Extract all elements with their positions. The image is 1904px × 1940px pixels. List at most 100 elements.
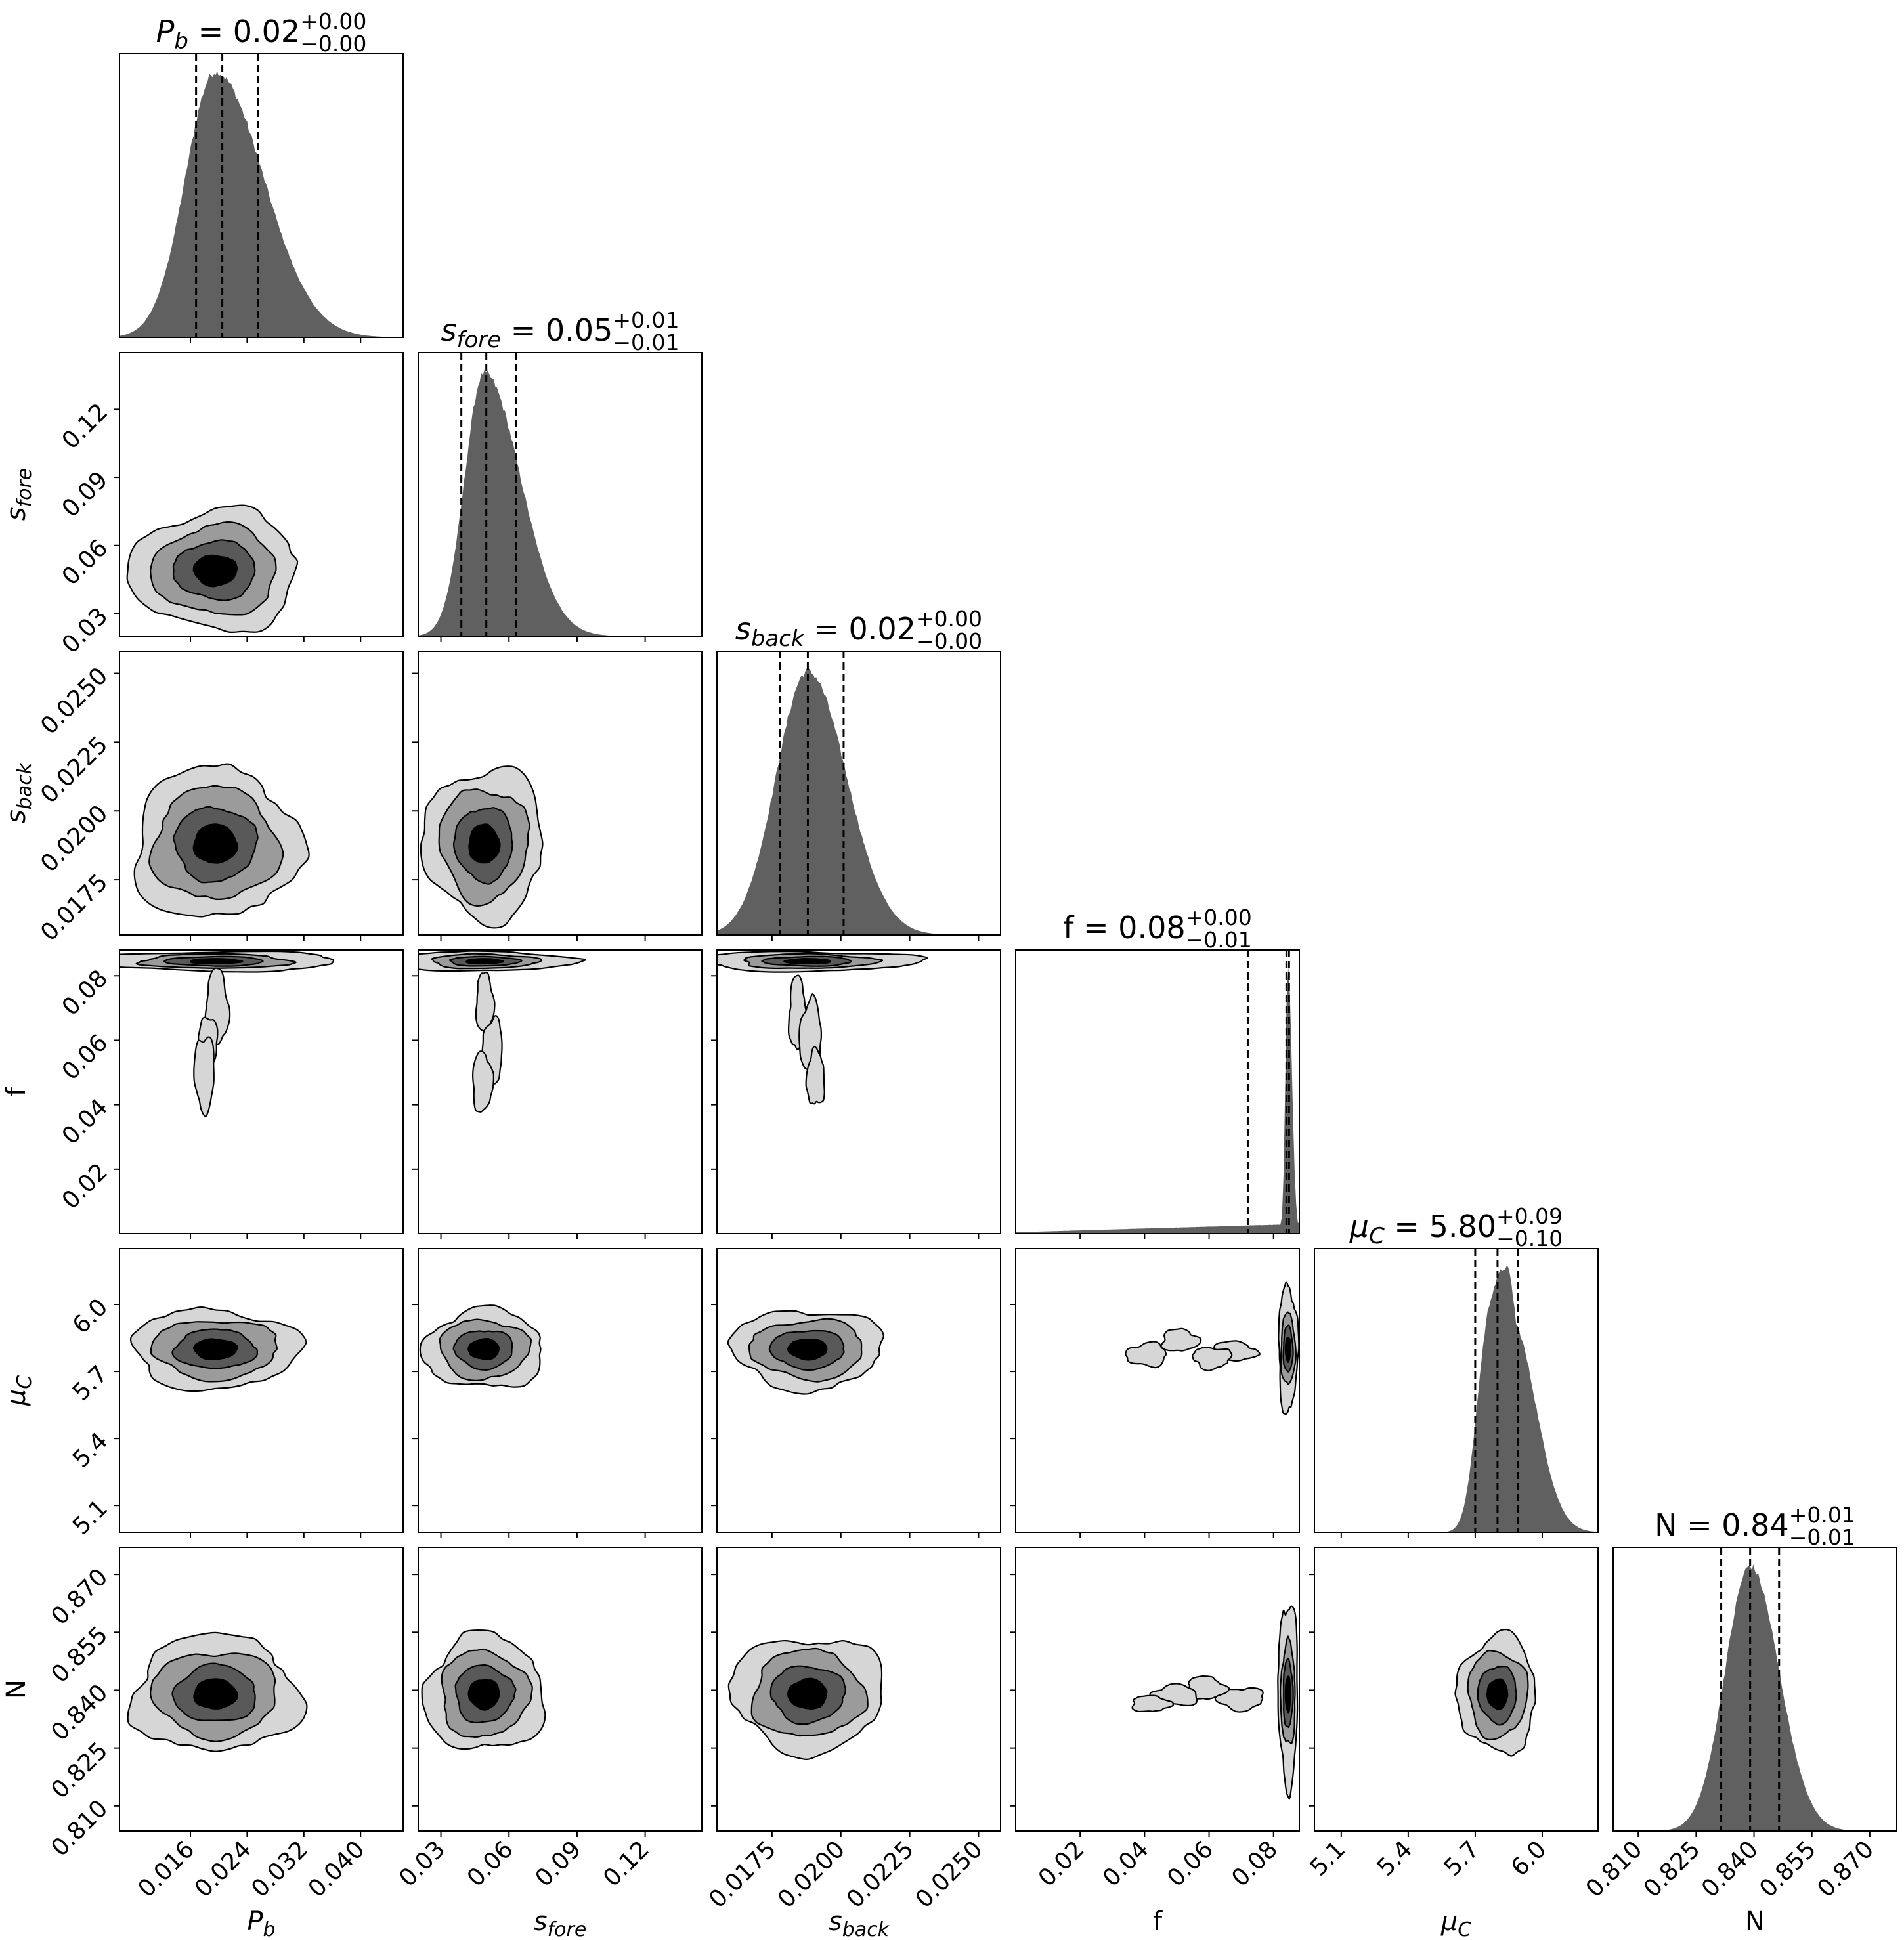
hist-panel-sback: sback = 0.02+0.00 −0.00 [716, 606, 1001, 936]
panel-frame [716, 1547, 1001, 1832]
panel-frame-sfore [418, 352, 703, 637]
panel-frame [119, 949, 404, 1234]
contour-level-1 [190, 958, 244, 964]
hist-panel-sfore: sfore = 0.05+0.01 −0.01 [418, 307, 703, 637]
panel-frame [119, 651, 404, 936]
title-sback: sback = 0.02+0.00 −0.00 [735, 606, 982, 654]
panel-frame-f [1015, 949, 1300, 1234]
histogram-Pb [119, 71, 403, 337]
contour-panel-Pb-sback [119, 651, 404, 936]
y-tick-label-sfore: 0.09 [57, 466, 114, 523]
contour-tail [471, 1050, 495, 1113]
y-axis-label-sfore: sfore [1, 468, 36, 521]
panel-frame-Pb [119, 53, 404, 338]
y-tick-label-f: 0.06 [57, 1029, 114, 1086]
x-tick-label-Pb: 0.032 [246, 1836, 313, 1903]
contour-panel-f-N [1015, 1547, 1300, 1832]
x-axis-label-Pb: Pb [247, 1907, 275, 1940]
contour-level-1 [192, 1338, 238, 1360]
contour-panel-Pb-f [119, 949, 404, 1234]
y-tick-label-muC: 5.4 [68, 1428, 113, 1473]
x-axis-label-sfore: sfore [534, 1907, 587, 1940]
contour-panel-sfore-f [418, 949, 703, 1234]
contour-level-1 [1284, 1675, 1291, 1714]
panel-frame-N [1612, 1547, 1897, 1832]
contour-panel-sfore-muC [418, 1248, 703, 1533]
y-tick-label-muC: 5.7 [68, 1360, 113, 1406]
y-tick-label-sfore: 0.12 [57, 399, 114, 455]
x-tick-label-sfore: 0.09 [530, 1836, 587, 1892]
contour-level-1 [467, 1337, 500, 1360]
y-tick-label-sback: 0.0225 [35, 731, 113, 809]
contour-level-1 [783, 958, 832, 964]
title-sfore: sfore = 0.05+0.01 −0.01 [441, 307, 679, 355]
x-axis-label-muC: μC [1440, 1907, 1471, 1940]
x-tick-label-N: 0.825 [1639, 1836, 1706, 1903]
panel-frame [418, 1547, 703, 1832]
y-tick-label-f: 0.04 [57, 1094, 114, 1150]
x-tick-label-sfore: 0.03 [394, 1836, 450, 1892]
contour-level-1 [465, 958, 505, 964]
hist-panel-Pb: Pb = 0.02+0.00 −0.00 [119, 9, 404, 338]
y-tick-label-sback: 0.0250 [35, 662, 113, 740]
contour-level-1 [787, 1339, 828, 1361]
y-axis-label-N: N [1, 1679, 32, 1699]
contour-panel-muC-N [1314, 1547, 1599, 1832]
contour-level-1 [467, 1679, 500, 1711]
histogram-sfore [418, 370, 702, 636]
contour-panel-sfore-sback [418, 651, 703, 936]
hist-panel-N: N = 0.84+0.01 −0.01 [1612, 1502, 1897, 1832]
title-f: f = 0.08+0.00 −0.01 [1063, 905, 1252, 953]
y-axis-label-sback: sback [1, 762, 36, 823]
x-tick-label-N: 0.840 [1697, 1836, 1763, 1903]
x-tick-label-f: 0.02 [1033, 1836, 1090, 1892]
contour-panel-sback-muC [716, 1248, 1001, 1533]
contour-panel-sback-f [716, 949, 1001, 1234]
x-tick-label-N: 0.870 [1812, 1836, 1879, 1903]
contour-level-1 [192, 554, 238, 588]
panel-frame [119, 1547, 404, 1832]
x-tick-label-Pb: 0.024 [190, 1836, 257, 1903]
y-tick-label-N: 0.825 [46, 1737, 113, 1804]
contour-tail [1214, 1687, 1264, 1713]
x-tick-label-muC: 5.7 [1439, 1836, 1484, 1881]
contour-panel-sfore-N [418, 1547, 703, 1832]
panel-frame [716, 1248, 1001, 1533]
panel-frame [119, 352, 404, 637]
panel-frame [119, 1248, 404, 1533]
contour-panel-sback-N [716, 1547, 1001, 1832]
y-tick-label-sback: 0.0200 [35, 800, 113, 878]
panel-frame [1015, 1547, 1300, 1832]
x-tick-label-N: 0.855 [1754, 1836, 1821, 1903]
panel-frame [418, 651, 703, 936]
panel-frame-sback [716, 651, 1001, 936]
histogram-muC [1314, 1266, 1598, 1532]
x-tick-label-Pb: 0.040 [303, 1836, 370, 1903]
contour-level-1 [1284, 1337, 1291, 1364]
hist-panel-muC: μC = 5.80+0.09 −0.10 [1314, 1203, 1599, 1533]
y-tick-label-muC: 6.0 [68, 1293, 113, 1339]
x-tick-label-muC: 6.0 [1506, 1836, 1551, 1881]
y-tick-label-f: 0.02 [57, 1158, 114, 1215]
histogram-sback [717, 668, 1001, 935]
title-Pb: Pb = 0.02+0.00 −0.00 [156, 9, 367, 56]
x-tick-label-muC: 5.4 [1372, 1836, 1417, 1881]
contour-tail [1160, 1327, 1202, 1352]
hist-panel-f: f = 0.08+0.00 −0.01 [1015, 905, 1300, 1234]
contour-level-1 [192, 823, 238, 864]
x-axis-label-N: N [1745, 1907, 1765, 1937]
y-tick-label-f: 0.08 [57, 965, 114, 1022]
panel-frame [716, 949, 1001, 1234]
contour-level-1 [787, 1677, 828, 1710]
x-tick-label-f: 0.08 [1226, 1836, 1283, 1892]
y-tick-label-N: 0.855 [46, 1622, 113, 1689]
x-tick-label-sfore: 0.12 [598, 1836, 655, 1892]
histogram-f [1016, 967, 1299, 1234]
panel-frame [418, 1248, 703, 1533]
x-tick-label-Pb: 0.016 [133, 1836, 200, 1903]
x-tick-label-sback: 0.0200 [773, 1836, 850, 1913]
x-tick-label-sback: 0.0250 [911, 1836, 988, 1913]
y-tick-label-N: 0.870 [46, 1564, 113, 1631]
y-tick-label-sfore: 0.06 [57, 534, 114, 591]
